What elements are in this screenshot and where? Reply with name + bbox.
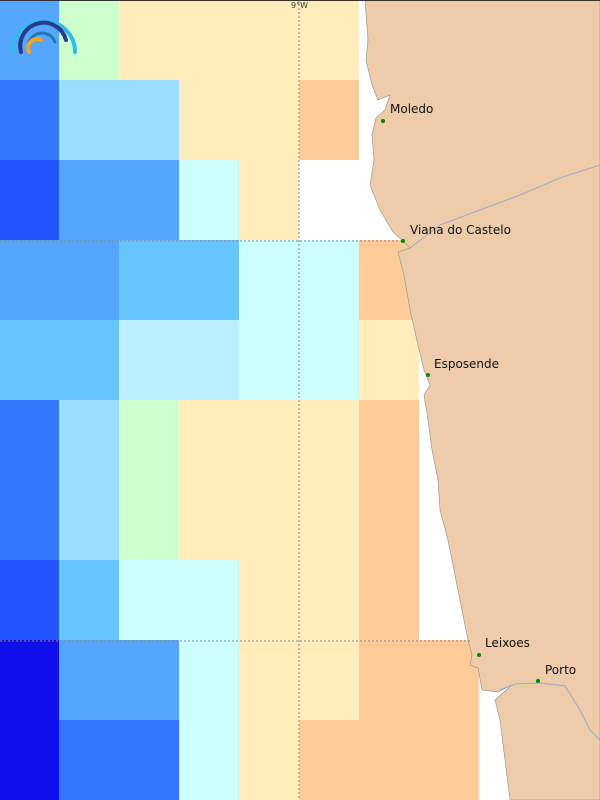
grid-cell [179, 160, 239, 240]
grid-cell [359, 480, 419, 560]
grid-cells [0, 0, 479, 800]
grid-cell [179, 240, 239, 320]
grid-cell [239, 80, 299, 160]
city-marker [426, 373, 430, 377]
grid-cell [419, 720, 479, 800]
grid-cell [359, 320, 419, 400]
grid-cell [239, 320, 299, 400]
top-border [0, 0, 600, 1]
grid-cell [179, 560, 239, 640]
grid-cell [179, 0, 239, 80]
grid-cell [0, 240, 59, 320]
coast-river-line [409, 164, 600, 249]
grid-cell [0, 480, 59, 560]
grid-cell [299, 720, 359, 800]
grid-cell [239, 480, 299, 560]
grid-cell [59, 720, 119, 800]
grid-cell [59, 160, 119, 240]
grid-cell [119, 560, 179, 640]
grid-cell [0, 80, 59, 160]
grid-cell [0, 320, 59, 400]
grid-cell [59, 400, 119, 480]
grid-cell [0, 720, 59, 800]
grid-cell [179, 400, 239, 480]
grid-cell [119, 160, 179, 240]
grid-cell [239, 160, 299, 240]
grid-cell [299, 80, 359, 160]
grid-cell [359, 720, 419, 800]
grid-cell [299, 560, 359, 640]
douro-river [499, 682, 600, 741]
grid-cell [299, 480, 359, 560]
city-marker [401, 239, 405, 243]
place-label-leixoes: Leixoes [485, 636, 530, 650]
grid-cell [0, 400, 59, 480]
grid-cell [119, 320, 179, 400]
grid-cell [59, 320, 119, 400]
grid-cell [59, 0, 119, 80]
grid-cell [359, 400, 419, 480]
grid-cell [419, 640, 479, 720]
grid-cell [239, 720, 299, 800]
grid-cell [119, 400, 179, 480]
grid-cell [359, 560, 419, 640]
grid-cell [59, 640, 119, 720]
grid-cell [179, 720, 239, 800]
place-label-viana: Viana do Castelo [410, 223, 511, 237]
grid-cell [119, 480, 179, 560]
grid-cell [239, 0, 299, 80]
grid-cell [239, 560, 299, 640]
grid-cell [179, 480, 239, 560]
grid-cell [119, 240, 179, 320]
grid-cell [119, 720, 179, 800]
grid-cell [59, 240, 119, 320]
grid-cell [239, 400, 299, 480]
grid-cell [179, 80, 239, 160]
grid-cell [359, 640, 419, 720]
grid-cell [0, 560, 59, 640]
grid-cell [119, 640, 179, 720]
longitude-label: 9°W [291, 1, 308, 10]
logo-icon [11, 19, 77, 54]
grid-cell [59, 560, 119, 640]
grid-cell [0, 640, 59, 720]
city-marker [477, 653, 481, 657]
grid-cell [59, 480, 119, 560]
grid-cell [299, 400, 359, 480]
grid-cell [119, 80, 179, 160]
grid-cell [239, 640, 299, 720]
grid-cell [299, 240, 359, 320]
grid-cell [299, 640, 359, 720]
grid-cell [299, 320, 359, 400]
grid-cell [119, 0, 179, 80]
grid-cell [59, 80, 119, 160]
grid-cell [239, 240, 299, 320]
place-label-moledo: Moledo [390, 102, 434, 116]
city-marker [381, 119, 385, 123]
grid-cell [0, 160, 59, 240]
grid-cell [299, 0, 359, 80]
grid-cell [179, 640, 239, 720]
place-label-esposende: Esposende [434, 357, 500, 371]
city-marker [536, 679, 540, 683]
grid-cell [179, 320, 239, 400]
place-label-porto: Porto [545, 663, 577, 677]
